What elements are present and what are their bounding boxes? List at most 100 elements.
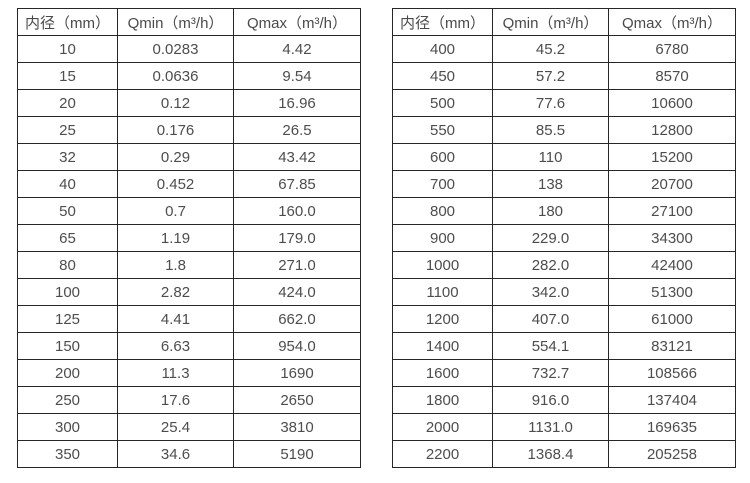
table-row: 1800 916.0 137404 bbox=[392, 386, 736, 414]
table-row: 450 57.2 8570 bbox=[392, 62, 736, 90]
table-row: 125 4.41 662.0 bbox=[17, 305, 361, 333]
header-row: 内径（mm） Qmin（m³/h） Qmax（m³/h） bbox=[17, 8, 361, 36]
table-row: 900 229.0 34300 bbox=[392, 224, 736, 252]
qmin-cell: 138 bbox=[492, 170, 609, 198]
table-row: 40 0.452 67.85 bbox=[17, 170, 361, 198]
table-row: 100 2.82 424.0 bbox=[17, 278, 361, 306]
qmax-cell: 16.96 bbox=[233, 89, 361, 117]
diameter-cell: 1000 bbox=[392, 251, 493, 279]
table-row: 1600 732.7 108566 bbox=[392, 359, 736, 387]
qmax-cell: 15200 bbox=[608, 143, 736, 171]
qmax-cell: 20700 bbox=[608, 170, 736, 198]
diameter-cell: 50 bbox=[17, 197, 118, 225]
table-row: 1400 554.1 83121 bbox=[392, 332, 736, 360]
qmin-cell: 34.6 bbox=[117, 440, 234, 468]
table-row: 700 138 20700 bbox=[392, 170, 736, 198]
qmin-cell: 282.0 bbox=[492, 251, 609, 279]
diameter-cell: 350 bbox=[17, 440, 118, 468]
table-row: 1200 407.0 61000 bbox=[392, 305, 736, 333]
diameter-cell: 500 bbox=[392, 89, 493, 117]
qmin-cell: 0.7 bbox=[117, 197, 234, 225]
qmin-cell: 342.0 bbox=[492, 278, 609, 306]
qmax-cell: 10600 bbox=[608, 89, 736, 117]
qmin-cell: 0.29 bbox=[117, 143, 234, 171]
qmax-cell: 271.0 bbox=[233, 251, 361, 279]
qmin-cell: 0.452 bbox=[117, 170, 234, 198]
table-row: 80 1.8 271.0 bbox=[17, 251, 361, 279]
qmin-cell: 17.6 bbox=[117, 386, 234, 414]
header-row: 内径（mm） Qmin（m³/h） Qmax（m³/h） bbox=[392, 8, 736, 36]
table-row: 200 11.3 1690 bbox=[17, 359, 361, 387]
qmax-cell: 1690 bbox=[233, 359, 361, 387]
table-row: 2000 1131.0 169635 bbox=[392, 413, 736, 441]
diameter-cell: 25 bbox=[17, 116, 118, 144]
diameter-cell: 32 bbox=[17, 143, 118, 171]
diameter-cell: 800 bbox=[392, 197, 493, 225]
qmin-cell: 6.63 bbox=[117, 332, 234, 360]
qmin-cell: 2.82 bbox=[117, 278, 234, 306]
qmin-column-header: Qmin（m³/h） bbox=[492, 8, 609, 36]
qmax-column-header: Qmax（m³/h） bbox=[233, 8, 361, 36]
qmin-cell: 554.1 bbox=[492, 332, 609, 360]
qmax-cell: 108566 bbox=[608, 359, 736, 387]
diameter-cell: 10 bbox=[17, 35, 118, 63]
table-row: 400 45.2 6780 bbox=[392, 35, 736, 63]
qmin-cell: 916.0 bbox=[492, 386, 609, 414]
qmin-cell: 407.0 bbox=[492, 305, 609, 333]
table-row: 2200 1368.4 205258 bbox=[392, 440, 736, 468]
qmax-cell: 9.54 bbox=[233, 62, 361, 90]
qmax-cell: 26.5 bbox=[233, 116, 361, 144]
qmax-cell: 169635 bbox=[608, 413, 736, 441]
table-row: 300 25.4 3810 bbox=[17, 413, 361, 441]
qmax-cell: 5190 bbox=[233, 440, 361, 468]
qmin-cell: 1368.4 bbox=[492, 440, 609, 468]
qmin-cell: 1.8 bbox=[117, 251, 234, 279]
qmax-cell: 34300 bbox=[608, 224, 736, 252]
qmin-cell: 77.6 bbox=[492, 89, 609, 117]
diameter-cell: 2000 bbox=[392, 413, 493, 441]
table-row: 600 110 15200 bbox=[392, 143, 736, 171]
diameter-column-header: 内径（mm） bbox=[17, 8, 118, 36]
table-row: 20 0.12 16.96 bbox=[17, 89, 361, 117]
qmax-cell: 662.0 bbox=[233, 305, 361, 333]
qmin-cell: 1.19 bbox=[117, 224, 234, 252]
table-row: 32 0.29 43.42 bbox=[17, 143, 361, 171]
table-row: 550 85.5 12800 bbox=[392, 116, 736, 144]
diameter-cell: 15 bbox=[17, 62, 118, 90]
qmax-cell: 424.0 bbox=[233, 278, 361, 306]
qmax-cell: 137404 bbox=[608, 386, 736, 414]
table-row: 350 34.6 5190 bbox=[17, 440, 361, 468]
diameter-cell: 200 bbox=[17, 359, 118, 387]
table-row: 500 77.6 10600 bbox=[392, 89, 736, 117]
diameter-cell: 250 bbox=[17, 386, 118, 414]
qmax-cell: 954.0 bbox=[233, 332, 361, 360]
qmax-cell: 12800 bbox=[608, 116, 736, 144]
qmin-cell: 4.41 bbox=[117, 305, 234, 333]
qmax-cell: 27100 bbox=[608, 197, 736, 225]
qmax-cell: 83121 bbox=[608, 332, 736, 360]
table-row: 250 17.6 2650 bbox=[17, 386, 361, 414]
table-row: 1100 342.0 51300 bbox=[392, 278, 736, 306]
table-row: 65 1.19 179.0 bbox=[17, 224, 361, 252]
table-row: 15 0.0636 9.54 bbox=[17, 62, 361, 90]
table-row: 50 0.7 160.0 bbox=[17, 197, 361, 225]
qmax-cell: 43.42 bbox=[233, 143, 361, 171]
diameter-cell: 900 bbox=[392, 224, 493, 252]
table-row: 10 0.0283 4.42 bbox=[17, 35, 361, 63]
diameter-cell: 1600 bbox=[392, 359, 493, 387]
flow-spec-table-small: 内径（mm） Qmin（m³/h） Qmax（m³/h） 10 0.0283 4.42 15… bbox=[17, 8, 361, 468]
table-row: 150 6.63 954.0 bbox=[17, 332, 361, 360]
qmax-cell: 67.85 bbox=[233, 170, 361, 198]
diameter-cell: 1200 bbox=[392, 305, 493, 333]
qmax-cell: 160.0 bbox=[233, 197, 361, 225]
qmin-cell: 1131.0 bbox=[492, 413, 609, 441]
qmax-column-header: Qmax（m³/h） bbox=[608, 8, 736, 36]
flow-spec-table-large: 内径（mm） Qmin（m³/h） Qmax（m³/h） 400 45.2 6780 450… bbox=[392, 8, 736, 468]
diameter-cell: 20 bbox=[17, 89, 118, 117]
qmax-cell: 179.0 bbox=[233, 224, 361, 252]
qmax-cell: 3810 bbox=[233, 413, 361, 441]
diameter-cell: 2200 bbox=[392, 440, 493, 468]
qmax-cell: 4.42 bbox=[233, 35, 361, 63]
diameter-column-header: 内径（mm） bbox=[392, 8, 493, 36]
qmin-cell: 732.7 bbox=[492, 359, 609, 387]
